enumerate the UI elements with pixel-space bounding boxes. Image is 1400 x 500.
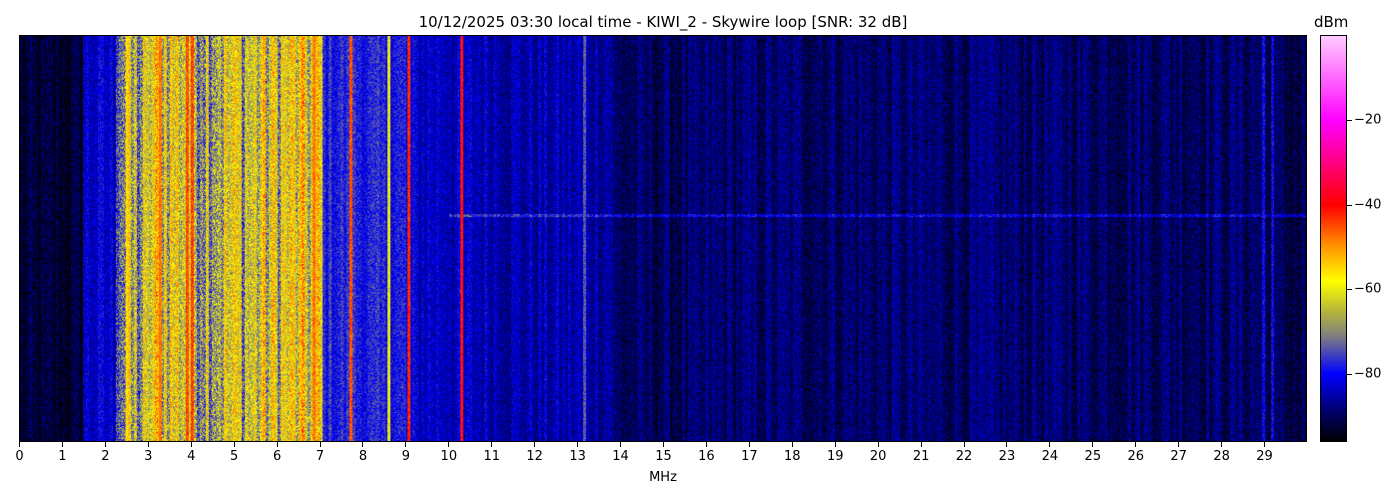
x-tick-label: 27 bbox=[1170, 449, 1187, 464]
x-tick-label: 13 bbox=[569, 449, 586, 464]
x-tick bbox=[448, 442, 450, 447]
colorbar-tick-label: −40 bbox=[1354, 197, 1382, 213]
x-tick bbox=[319, 442, 321, 447]
x-tick-label: 22 bbox=[955, 449, 973, 464]
colorbar-tick bbox=[1347, 119, 1352, 121]
x-tick bbox=[276, 442, 278, 447]
x-tick bbox=[1049, 442, 1051, 447]
x-axis-label: MHz bbox=[649, 470, 677, 485]
x-tick bbox=[791, 442, 793, 447]
x-tick-label: 19 bbox=[826, 449, 844, 464]
x-tick-label: 2 bbox=[101, 449, 110, 464]
colorbar-tick bbox=[1347, 204, 1352, 206]
x-tick-label: 8 bbox=[358, 449, 368, 464]
x-tick bbox=[748, 442, 750, 447]
x-tick-label: 1 bbox=[58, 449, 67, 464]
x-tick-label: 4 bbox=[187, 449, 196, 464]
x-tick-label: 15 bbox=[655, 449, 672, 464]
x-tick-label: 12 bbox=[526, 449, 543, 464]
x-tick bbox=[190, 442, 192, 447]
colorbar-tick bbox=[1347, 289, 1352, 291]
waterfall-heatmap bbox=[19, 35, 1307, 442]
x-tick-label: 26 bbox=[1127, 449, 1145, 464]
x-tick-label: 29 bbox=[1256, 449, 1273, 464]
x-tick-label: 5 bbox=[230, 449, 239, 464]
x-tick bbox=[877, 442, 879, 447]
x-tick-label: 6 bbox=[272, 449, 282, 464]
x-tick bbox=[1135, 442, 1137, 447]
colorbar-tick-label: −60 bbox=[1354, 281, 1382, 297]
x-tick-label: 18 bbox=[784, 449, 801, 464]
x-tick bbox=[1178, 442, 1180, 447]
x-tick-label: 17 bbox=[741, 449, 758, 464]
x-tick-label: 20 bbox=[869, 449, 887, 464]
chart-title: 10/12/2025 03:30 local time - KIWI_2 - S… bbox=[418, 13, 908, 31]
colorbar-tick bbox=[1347, 374, 1352, 376]
x-tick bbox=[534, 442, 536, 447]
x-tick bbox=[834, 442, 836, 447]
x-tick-label: 25 bbox=[1084, 449, 1102, 464]
x-tick bbox=[963, 442, 965, 447]
x-tick bbox=[620, 442, 622, 447]
x-tick bbox=[491, 442, 493, 447]
x-tick-label: 16 bbox=[698, 449, 715, 464]
colorbar-tick-label: −20 bbox=[1354, 112, 1382, 128]
x-tick bbox=[1221, 442, 1223, 447]
x-tick-label: 10 bbox=[440, 449, 458, 464]
colorbar-label: dBm bbox=[1314, 13, 1349, 31]
x-tick-label: 3 bbox=[144, 449, 153, 464]
x-tick-label: 0 bbox=[15, 449, 24, 464]
x-tick bbox=[233, 442, 235, 447]
x-tick bbox=[104, 442, 106, 447]
x-tick-label: 11 bbox=[483, 449, 501, 464]
x-tick-label: 9 bbox=[401, 449, 411, 464]
x-tick bbox=[1264, 442, 1266, 447]
x-tick-label: 28 bbox=[1213, 449, 1230, 464]
x-tick bbox=[705, 442, 707, 447]
x-tick-label: 7 bbox=[315, 449, 325, 464]
x-tick bbox=[1006, 442, 1008, 447]
x-tick bbox=[663, 442, 664, 447]
x-tick-label: 14 bbox=[612, 449, 629, 464]
x-tick bbox=[577, 442, 579, 447]
x-tick bbox=[920, 442, 922, 447]
x-tick bbox=[19, 442, 20, 447]
x-tick-label: 24 bbox=[1041, 449, 1059, 464]
x-tick-label: 23 bbox=[998, 449, 1016, 464]
x-tick bbox=[147, 442, 149, 447]
colorbar bbox=[1320, 35, 1347, 442]
x-tick bbox=[1092, 442, 1094, 447]
x-tick bbox=[61, 442, 63, 447]
colorbar-tick-label: −80 bbox=[1354, 366, 1382, 382]
x-tick-label: 21 bbox=[912, 449, 930, 464]
x-tick bbox=[362, 442, 364, 447]
x-tick bbox=[405, 442, 407, 447]
